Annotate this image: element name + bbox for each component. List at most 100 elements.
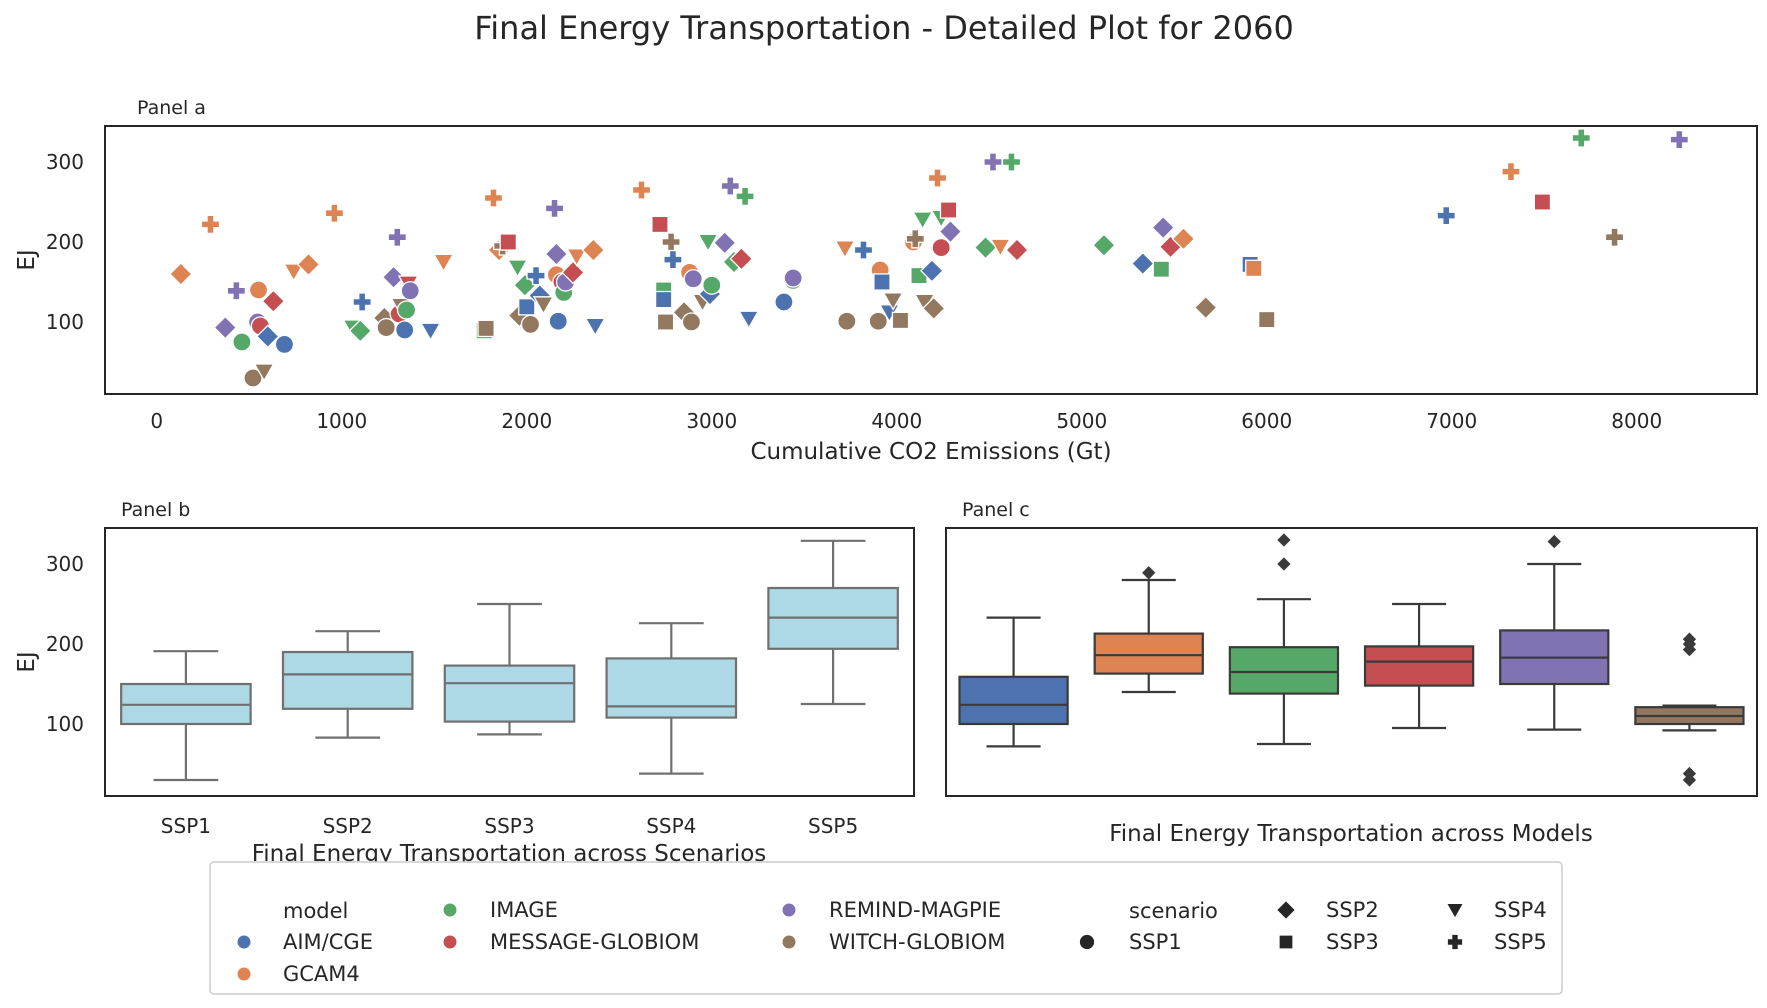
box-gcam4 bbox=[1093, 566, 1204, 694]
scatter-point-remind-magpie-ssp5 bbox=[544, 198, 565, 219]
scatter-point-remind-magpie-ssp2 bbox=[544, 242, 569, 266]
box-aim-cge bbox=[958, 616, 1069, 748]
box-outlier bbox=[1682, 632, 1697, 646]
scatter-point-message-globiom-ssp3 bbox=[939, 201, 958, 219]
box-remind-magpie bbox=[1499, 534, 1610, 731]
box-body bbox=[281, 650, 414, 710]
box-body bbox=[443, 664, 576, 723]
x-tick-label: 4000 bbox=[871, 409, 922, 433]
scatter-point-remind-magpie-ssp2 bbox=[381, 265, 406, 290]
legend-label-ssp5: SSP5 bbox=[1494, 930, 1547, 954]
scatter-point-image-ssp4 bbox=[506, 259, 529, 278]
legend-model-title: model bbox=[283, 899, 348, 923]
y-tick-label: 300 bbox=[46, 552, 84, 576]
scatter-point-remind-magpie-ssp1 bbox=[400, 281, 420, 301]
box-outlier bbox=[1277, 557, 1291, 571]
legend-label-message-globiom: MESSAGE-GLOBIOM bbox=[490, 930, 699, 954]
y-tick-label: 300 bbox=[46, 150, 84, 174]
scatter-point-remind-magpie-ssp2 bbox=[712, 230, 737, 255]
y-tick-label: 200 bbox=[46, 230, 84, 254]
panel-a-frame bbox=[104, 125, 1758, 395]
panel-c-x-axis-label: Final Energy Transportation across Model… bbox=[1109, 821, 1593, 847]
legend-scenario-title: scenario bbox=[1129, 899, 1218, 923]
scatter-point-witch-globiom-ssp2 bbox=[921, 296, 946, 321]
panel-a: Panel a 0 1000 2000 3000 4000 5000 6000 7000 800… bbox=[14, 97, 1758, 465]
scatter-point-witch-globiom-ssp2 bbox=[1193, 295, 1218, 320]
scatter-point-aim-cge-ssp1 bbox=[548, 311, 568, 331]
scatter-point-gcam4-ssp2 bbox=[581, 238, 606, 262]
scatter-point-gcam4-ssp5 bbox=[927, 168, 948, 188]
box-body bbox=[605, 657, 738, 719]
x-tick-label: SSP5 bbox=[808, 814, 858, 838]
x-tick-label: SSP4 bbox=[646, 814, 696, 838]
scatter-point-image-ssp5 bbox=[735, 186, 755, 207]
x-tick-label: 6000 bbox=[1241, 409, 1292, 433]
panel-b-x-ticks: SSP1 SSP2 SSP3 SSP4 SSP5 bbox=[161, 814, 858, 838]
scatter-point-aim-cge-ssp3 bbox=[518, 298, 536, 316]
legend-label-ssp1: SSP1 bbox=[1129, 930, 1182, 954]
scatter-point-aim-cge-ssp2 bbox=[1130, 251, 1155, 276]
panel-a-label: Panel a bbox=[137, 97, 206, 119]
legend-frame bbox=[209, 861, 1563, 995]
scatter-point-gcam4-ssp5 bbox=[324, 203, 345, 223]
x-tick-label: SSP2 bbox=[323, 814, 373, 838]
panel-b-boxes bbox=[120, 539, 899, 782]
scatter-point-gcam4-ssp2 bbox=[169, 262, 193, 286]
scatter-point-message-globiom-ssp3 bbox=[499, 233, 518, 251]
legend-marker-ssp4 bbox=[1447, 904, 1463, 918]
x-tick-label: 5000 bbox=[1056, 409, 1107, 433]
scatter-point-aim-cge-ssp3 bbox=[873, 273, 891, 291]
scatter-point-witch-globiom-ssp5 bbox=[1604, 227, 1625, 247]
legend-marker-remind-magpie bbox=[781, 902, 797, 918]
legend-marker-aim-cge bbox=[236, 934, 252, 950]
legend-label-remind-magpie: REMIND-MAGPIE bbox=[829, 898, 1001, 922]
scatter-point-gcam4-ssp4 bbox=[989, 238, 1011, 258]
legend-marker-ssp1 bbox=[1079, 934, 1095, 950]
x-tick-label: 8000 bbox=[1611, 409, 1662, 433]
legend-label-ssp3: SSP3 bbox=[1326, 930, 1379, 954]
box-body bbox=[958, 675, 1069, 726]
legend-label-witch-globiom: WITCH-GLOBIOM bbox=[829, 930, 1005, 954]
scatter-point-remind-magpie-ssp1 bbox=[683, 269, 703, 289]
legend-label-ssp2: SSP2 bbox=[1326, 898, 1379, 922]
scatter-point-gcam4-ssp2 bbox=[1171, 226, 1196, 251]
scatter-point-remind-magpie-ssp2 bbox=[938, 219, 963, 244]
legend-marker-image bbox=[442, 902, 458, 918]
panel-b-y-axis-label: EJ bbox=[14, 651, 40, 672]
scatter-point-witch-globiom-ssp1 bbox=[681, 312, 702, 332]
scatter-point-witch-globiom-ssp4 bbox=[882, 292, 904, 311]
scatter-point-aim-cge-ssp3 bbox=[654, 290, 673, 309]
scatter-point-image-ssp5 bbox=[1571, 128, 1591, 148]
legend-marker-ssp2 bbox=[1277, 901, 1295, 919]
scatter-point-remind-magpie-ssp5 bbox=[387, 227, 407, 247]
box-outlier bbox=[1682, 766, 1697, 781]
scatter-point-message-globiom-ssp1 bbox=[931, 237, 951, 258]
scatter-point-aim-cge-ssp1 bbox=[395, 320, 415, 340]
scatter-point-witch-globiom-ssp4 bbox=[532, 296, 555, 315]
scatter-point-image-ssp1 bbox=[232, 332, 252, 352]
scatter-point-aim-cge-ssp5 bbox=[663, 249, 683, 270]
panel-a-x-ticks: 0 1000 2000 3000 4000 5000 6000 7000 8000 bbox=[150, 409, 1662, 433]
scatter-point-gcam4-ssp2 bbox=[296, 252, 321, 277]
scatter-point-witch-globiom-ssp4 bbox=[253, 363, 275, 382]
scatter-point-remind-magpie-ssp2 bbox=[1151, 215, 1176, 240]
box-body bbox=[1363, 645, 1475, 687]
scatter-point-remind-magpie-ssp5 bbox=[226, 281, 247, 301]
scatter-point-aim-cge-ssp2 bbox=[255, 324, 280, 349]
box-ssp2 bbox=[281, 630, 414, 739]
panel-b-frame bbox=[104, 527, 915, 797]
scatter-point-message-globiom-ssp2 bbox=[729, 246, 754, 271]
scatter-point-remind-magpie-ssp5 bbox=[983, 152, 1003, 172]
scatter-point-aim-cge-ssp1 bbox=[274, 334, 295, 355]
scatter-point-image-ssp2 bbox=[348, 318, 373, 343]
scatter-point-gcam4-ssp4 bbox=[566, 248, 588, 267]
scatter-point-image-ssp4 bbox=[912, 211, 934, 230]
scatter-point-remind-magpie-ssp5 bbox=[720, 176, 740, 196]
legend-marker-message-globiom bbox=[442, 934, 458, 950]
scatter-point-gcam4-ssp3 bbox=[1245, 259, 1263, 278]
scatter-point-aim-cge-ssp1 bbox=[774, 292, 794, 312]
scatter-point-witch-globiom-ssp3 bbox=[477, 319, 495, 338]
x-tick-label: SSP1 bbox=[161, 814, 211, 838]
box-message-globiom bbox=[1363, 602, 1475, 730]
